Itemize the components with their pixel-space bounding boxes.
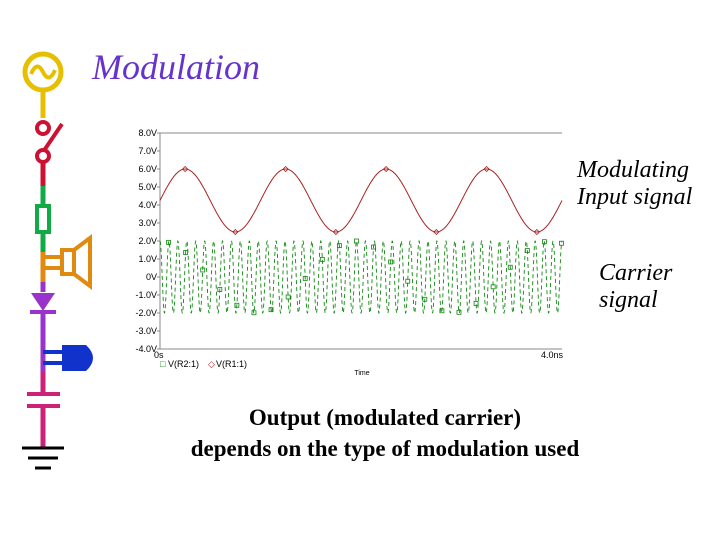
y-tick-label: -1.0V bbox=[135, 290, 157, 300]
carrier-series-marker bbox=[183, 250, 189, 255]
modulating-series-marker bbox=[433, 228, 440, 236]
circuit-strip bbox=[22, 51, 93, 470]
carrier-series-marker bbox=[200, 267, 206, 273]
modulating-series-marker bbox=[182, 165, 189, 173]
diode-icon bbox=[30, 282, 56, 372]
modulating-label-line-1: Modulating bbox=[577, 157, 689, 183]
y-tick-label: 4.0V bbox=[138, 200, 157, 210]
y-tick-label: 1.0V bbox=[138, 254, 157, 264]
carrier-series-marker bbox=[354, 238, 359, 244]
modulating-signal-label: Modulating Input signal bbox=[577, 157, 692, 211]
carrier-series-marker bbox=[490, 284, 496, 290]
carrier-series-marker bbox=[285, 294, 291, 300]
carrier-series-marker bbox=[559, 240, 564, 246]
y-tick-label: 7.0V bbox=[138, 146, 157, 156]
carrier-label-line-1: Carrier bbox=[599, 260, 673, 286]
ac-source-icon bbox=[22, 51, 64, 118]
y-tick-label: 8.0V bbox=[138, 128, 157, 138]
carrier-series-marker bbox=[473, 301, 479, 306]
modulating-label-line-2: Input signal bbox=[577, 184, 693, 210]
carrier-series-line bbox=[159, 239, 563, 315]
switch-icon bbox=[35, 120, 64, 186]
carrier-series-marker bbox=[439, 308, 445, 314]
legend-marker: □ bbox=[160, 359, 166, 369]
x-tick-label: 0s bbox=[154, 350, 164, 360]
legend-label: V(R1:1) bbox=[216, 359, 247, 369]
carrier-series-marker bbox=[234, 302, 240, 308]
legend-label: V(R2:1) bbox=[168, 359, 199, 369]
modulating-series-marker bbox=[232, 228, 239, 236]
ground-icon bbox=[22, 446, 64, 470]
resistor-icon bbox=[35, 186, 51, 252]
carrier-series-marker bbox=[217, 287, 223, 292]
carrier-series-marker bbox=[336, 243, 342, 248]
carrier-series-marker bbox=[268, 307, 274, 313]
legend-marker: ◇ bbox=[208, 359, 215, 369]
caption-line-1: Output (modulated carrier) bbox=[248, 405, 522, 430]
modulating-series-marker bbox=[282, 165, 289, 173]
y-tick-label: 3.0V bbox=[138, 218, 157, 228]
x-tick-label: 4.0ns bbox=[541, 350, 564, 360]
modulating-series-marker bbox=[533, 228, 540, 236]
y-tick-label: -3.0V bbox=[135, 326, 157, 336]
carrier-signal-label: Carrier signal bbox=[599, 260, 672, 314]
y-tick-label: 2.0V bbox=[138, 236, 157, 246]
carrier-series-marker bbox=[524, 248, 530, 253]
y-tick-label: 0V bbox=[146, 272, 157, 282]
carrier-series-marker bbox=[507, 264, 513, 270]
x-axis-label: Time bbox=[354, 370, 369, 377]
modulating-series-line bbox=[159, 168, 563, 233]
modulating-series-marker bbox=[383, 165, 390, 173]
carrier-series-marker bbox=[371, 244, 376, 250]
carrier-series-marker bbox=[166, 239, 171, 245]
y-tick-label: -2.0V bbox=[135, 308, 157, 318]
slide-title: Modulation bbox=[92, 47, 260, 87]
carrier-series-marker bbox=[302, 276, 308, 281]
modulating-series-marker bbox=[483, 165, 490, 173]
carrier-series-marker bbox=[388, 259, 394, 265]
caption: Output (modulated carrier) depends on th… bbox=[120, 402, 650, 464]
y-tick-label: -4.0V bbox=[135, 344, 157, 354]
speaker-icon bbox=[40, 234, 92, 290]
y-tick-label: 5.0V bbox=[138, 182, 157, 192]
carrier-series-marker bbox=[542, 239, 547, 245]
carrier-series-marker bbox=[422, 296, 428, 302]
carrier-series-marker bbox=[456, 309, 462, 315]
modulating-series-marker bbox=[332, 228, 339, 236]
carrier-series-marker bbox=[405, 278, 411, 284]
carrier-series-marker bbox=[319, 257, 325, 262]
carrier-series-marker bbox=[251, 310, 257, 316]
capacitor-icon bbox=[27, 372, 60, 448]
carrier-label-line-2: signal bbox=[599, 287, 658, 313]
battery-icon bbox=[43, 345, 93, 371]
caption-line-2: depends on the type of modulation used bbox=[190, 436, 580, 461]
y-tick-label: 6.0V bbox=[138, 164, 157, 174]
